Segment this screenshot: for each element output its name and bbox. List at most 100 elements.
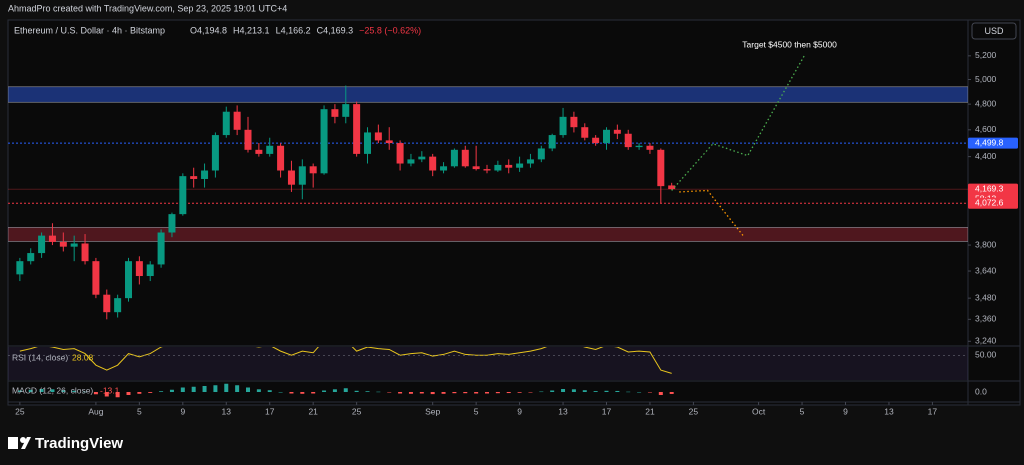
macd-bar bbox=[61, 390, 66, 392]
symbol: Ethereum / U.S. Dollar · 4h · Bitstamp bbox=[14, 25, 165, 35]
ohlc-value: L4,166.2 bbox=[276, 25, 311, 35]
logo-mark bbox=[8, 437, 18, 449]
y-tick-label: 4,800 bbox=[975, 98, 997, 108]
candle-body bbox=[157, 232, 165, 265]
macd-bar bbox=[289, 392, 294, 394]
macd-bar bbox=[647, 392, 652, 393]
candle-body bbox=[211, 135, 219, 171]
macd-bar bbox=[376, 391, 381, 393]
candle-body bbox=[222, 111, 230, 136]
macd-value: -13.1 bbox=[100, 385, 120, 395]
candle-body bbox=[201, 170, 209, 179]
candle-body bbox=[59, 241, 67, 247]
logo-mark bbox=[20, 437, 26, 443]
x-tick-label: 9 bbox=[843, 406, 848, 416]
candle-body bbox=[418, 156, 426, 160]
macd-bar bbox=[278, 392, 283, 393]
macd-tick-label: 0.0 bbox=[975, 386, 987, 396]
candle-body bbox=[581, 127, 589, 138]
macd-bar bbox=[637, 392, 642, 393]
ohlc-value: H4,213.1 bbox=[233, 25, 270, 35]
candle-body bbox=[146, 264, 154, 277]
candle-body bbox=[298, 166, 306, 185]
macd-bar bbox=[17, 390, 22, 392]
x-tick-label: 5 bbox=[800, 406, 805, 416]
candle-body bbox=[353, 104, 361, 154]
macd-bar bbox=[72, 390, 77, 392]
x-tick-label: 9 bbox=[517, 406, 522, 416]
candle-body bbox=[396, 143, 404, 164]
candle-body bbox=[81, 243, 89, 262]
x-tick-label: 5 bbox=[474, 406, 479, 416]
candle-body bbox=[516, 163, 524, 168]
macd-bar bbox=[169, 389, 174, 392]
x-tick-label: 25 bbox=[352, 406, 362, 416]
candle-body bbox=[320, 109, 328, 174]
macd-bar bbox=[159, 391, 164, 392]
x-tick-label: Oct bbox=[752, 406, 766, 416]
macd-bar bbox=[615, 390, 620, 392]
macd-bar bbox=[343, 388, 348, 392]
candle-body bbox=[179, 176, 187, 215]
ohlc-value: C4,169.3 bbox=[317, 25, 354, 35]
candle-body bbox=[135, 261, 143, 277]
candle-body bbox=[70, 243, 78, 247]
macd-bar bbox=[452, 392, 457, 394]
candle-body bbox=[472, 166, 480, 170]
macd-bar bbox=[463, 392, 468, 394]
candle-body bbox=[27, 253, 35, 262]
candle-body bbox=[385, 140, 393, 144]
x-tick-label: 21 bbox=[645, 406, 655, 416]
x-tick-label: 25 bbox=[15, 406, 25, 416]
rsi-band bbox=[8, 347, 968, 380]
x-tick-label: 9 bbox=[180, 406, 185, 416]
candle-body bbox=[635, 145, 643, 148]
x-tick-label: 17 bbox=[602, 406, 612, 416]
candle-body bbox=[190, 176, 198, 179]
macd-bar bbox=[224, 383, 229, 392]
macd-bar bbox=[246, 387, 250, 392]
y-tick-label: 5,000 bbox=[975, 74, 997, 84]
price-label: 4,499.8 bbox=[975, 137, 1004, 147]
macd-bar bbox=[658, 392, 663, 395]
macd-bar bbox=[506, 392, 511, 394]
macd-bar bbox=[191, 386, 196, 392]
ohlc-value: −25.8 (−0.62%) bbox=[359, 25, 421, 35]
projection-path bbox=[679, 189, 745, 238]
candle-body bbox=[407, 159, 415, 164]
y-tick-label: 3,360 bbox=[975, 314, 997, 324]
macd-bar bbox=[485, 392, 489, 394]
macd-bar bbox=[408, 392, 413, 394]
x-tick-label: 17 bbox=[928, 406, 938, 416]
candle-body bbox=[494, 164, 502, 171]
y-tick-label: 4,400 bbox=[975, 151, 997, 161]
x-tick-label: Aug bbox=[88, 406, 103, 416]
macd-bar bbox=[104, 392, 109, 397]
candle-body bbox=[38, 235, 46, 254]
logo-mark bbox=[21, 437, 31, 449]
credit: AhmadPro created with TradingView.com, S… bbox=[8, 3, 287, 13]
footer-logo: TradingView bbox=[8, 435, 123, 452]
rsi-value: 28.08 bbox=[72, 352, 94, 362]
annotation: Target $4500 then $5000 bbox=[742, 40, 837, 50]
y-tick-label: 4,600 bbox=[975, 124, 997, 134]
candle-body bbox=[450, 149, 458, 167]
candle-body bbox=[125, 261, 132, 299]
currency: USD bbox=[984, 26, 1004, 36]
macd-bar bbox=[322, 390, 327, 392]
macd-bar bbox=[430, 392, 435, 395]
macd-bar bbox=[148, 392, 153, 393]
macd-bar bbox=[354, 390, 359, 392]
candle-body bbox=[461, 149, 469, 167]
candle-body bbox=[48, 235, 56, 242]
candle-body bbox=[657, 149, 665, 187]
macd-bar bbox=[235, 385, 240, 392]
candle-body bbox=[613, 129, 621, 134]
macd-bar bbox=[517, 392, 522, 393]
macd-bar bbox=[561, 389, 566, 392]
candle-body bbox=[266, 145, 274, 154]
macd-bar bbox=[528, 392, 533, 393]
macd-bar bbox=[398, 392, 403, 394]
macd-label: MACD (12, 26, close) bbox=[12, 385, 93, 395]
